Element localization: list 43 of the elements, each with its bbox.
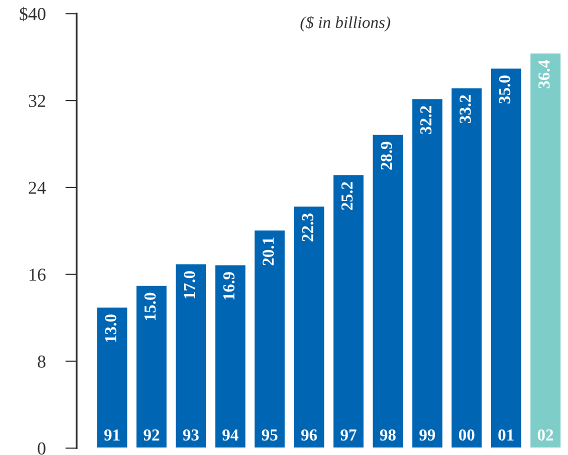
data-label: 22.3: [302, 213, 314, 242]
x-tick-label: 01: [498, 429, 514, 441]
y-tick-label: 16: [30, 268, 46, 281]
data-label: 36.4: [538, 60, 550, 88]
chart-title: ($ in billions): [300, 16, 390, 32]
bar: [253, 229, 286, 448]
x-tick-label: 91: [104, 429, 120, 441]
y-tick-label: 24: [28, 182, 46, 194]
bar: [332, 174, 365, 448]
data-label: 17.0: [184, 271, 196, 298]
bar: [96, 306, 129, 448]
data-label: 33.2: [460, 95, 471, 124]
data-label: 20.1: [262, 238, 274, 266]
bar: [490, 67, 523, 448]
bar: [529, 52, 562, 448]
y-tick-label: 32: [28, 94, 46, 107]
bar: [292, 205, 326, 448]
x-tick-label: 02: [538, 429, 554, 441]
x-tick-label: 96: [301, 429, 317, 441]
data-label: 35.0: [498, 76, 510, 104]
x-tick-label: 92: [144, 429, 160, 441]
data-label: 32.2: [420, 106, 432, 134]
data-label: 15.0: [144, 292, 156, 320]
data-label: 16.9: [223, 272, 235, 300]
x-tick-label: 94: [222, 429, 238, 441]
x-tick-label: 99: [419, 429, 436, 441]
y-tick-label: 8: [38, 356, 46, 368]
data-label: 28.9: [380, 142, 392, 170]
x-tick-label: 95: [262, 429, 278, 441]
x-tick-label: 00: [458, 429, 474, 441]
x-tick-label: 93: [183, 429, 199, 441]
bar: [214, 264, 247, 448]
bar: [410, 98, 444, 448]
y-tick-label: 0: [38, 442, 46, 455]
bar: [371, 134, 404, 448]
data-label: 25.2: [341, 182, 353, 210]
bar: [450, 86, 484, 448]
x-tick-label: 98: [380, 429, 396, 441]
x-tick-label: 97: [340, 429, 356, 441]
bar: [135, 284, 168, 448]
data-label: 13.0: [105, 314, 116, 342]
y-tick-label: $40: [20, 6, 46, 22]
bar: [174, 262, 208, 448]
